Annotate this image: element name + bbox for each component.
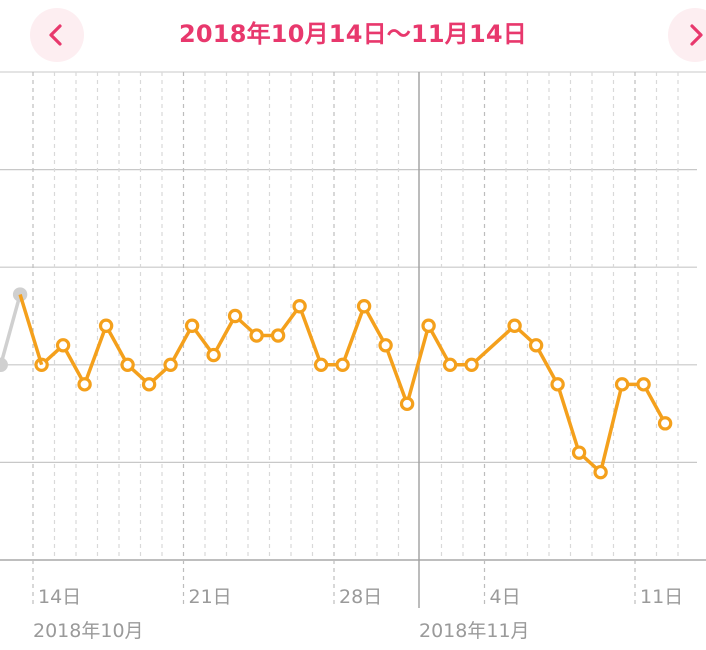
- prev-period-button[interactable]: [30, 8, 84, 62]
- faded-series-line: [0, 294, 22, 366]
- data-point: [270, 328, 286, 343]
- data-point: [77, 377, 92, 392]
- data-point: [571, 445, 587, 460]
- data-point: [313, 357, 329, 372]
- data-point: [163, 357, 178, 372]
- data-point: [141, 377, 157, 392]
- period-title: 2018年10月14日〜11月14日: [179, 20, 527, 48]
- x-tick-label: 21日: [189, 586, 232, 608]
- data-point: [421, 318, 436, 333]
- faded-data-point: [0, 357, 8, 372]
- data-point: [227, 308, 243, 324]
- next-period-button[interactable]: [668, 8, 706, 62]
- month-label: 2018年10月: [33, 620, 144, 642]
- data-point: [120, 357, 135, 372]
- data-point: [442, 357, 458, 372]
- data-point: [98, 318, 114, 333]
- data-point: [206, 347, 221, 363]
- data-point: [614, 377, 630, 392]
- data-point: [507, 318, 522, 333]
- data-point: [399, 396, 415, 412]
- data-point: [335, 357, 350, 372]
- data-point: [249, 328, 264, 343]
- x-tick-label: 28日: [339, 586, 382, 608]
- data-point: [292, 299, 307, 314]
- series-connector-line: [18, 294, 44, 366]
- data-point: [378, 338, 393, 353]
- data-point: [55, 338, 71, 353]
- month-label: 2018年11月: [419, 620, 530, 642]
- x-tick-label: 11日: [640, 586, 683, 608]
- data-point: [464, 357, 479, 372]
- x-tick-label: 4日: [490, 586, 521, 608]
- data-point: [550, 377, 565, 392]
- data-point: [593, 464, 608, 480]
- x-tick-label: 14日: [38, 586, 81, 608]
- data-point: [528, 338, 544, 353]
- data-point: [356, 299, 372, 314]
- chevron-right-icon: [690, 24, 703, 46]
- data-point: [636, 377, 651, 392]
- chevron-left-icon: [49, 24, 62, 46]
- series-line: [40, 304, 667, 474]
- data-point: [184, 318, 200, 333]
- data-point: [657, 416, 673, 431]
- header: 2018年10月14日〜11月14日: [0, 0, 706, 70]
